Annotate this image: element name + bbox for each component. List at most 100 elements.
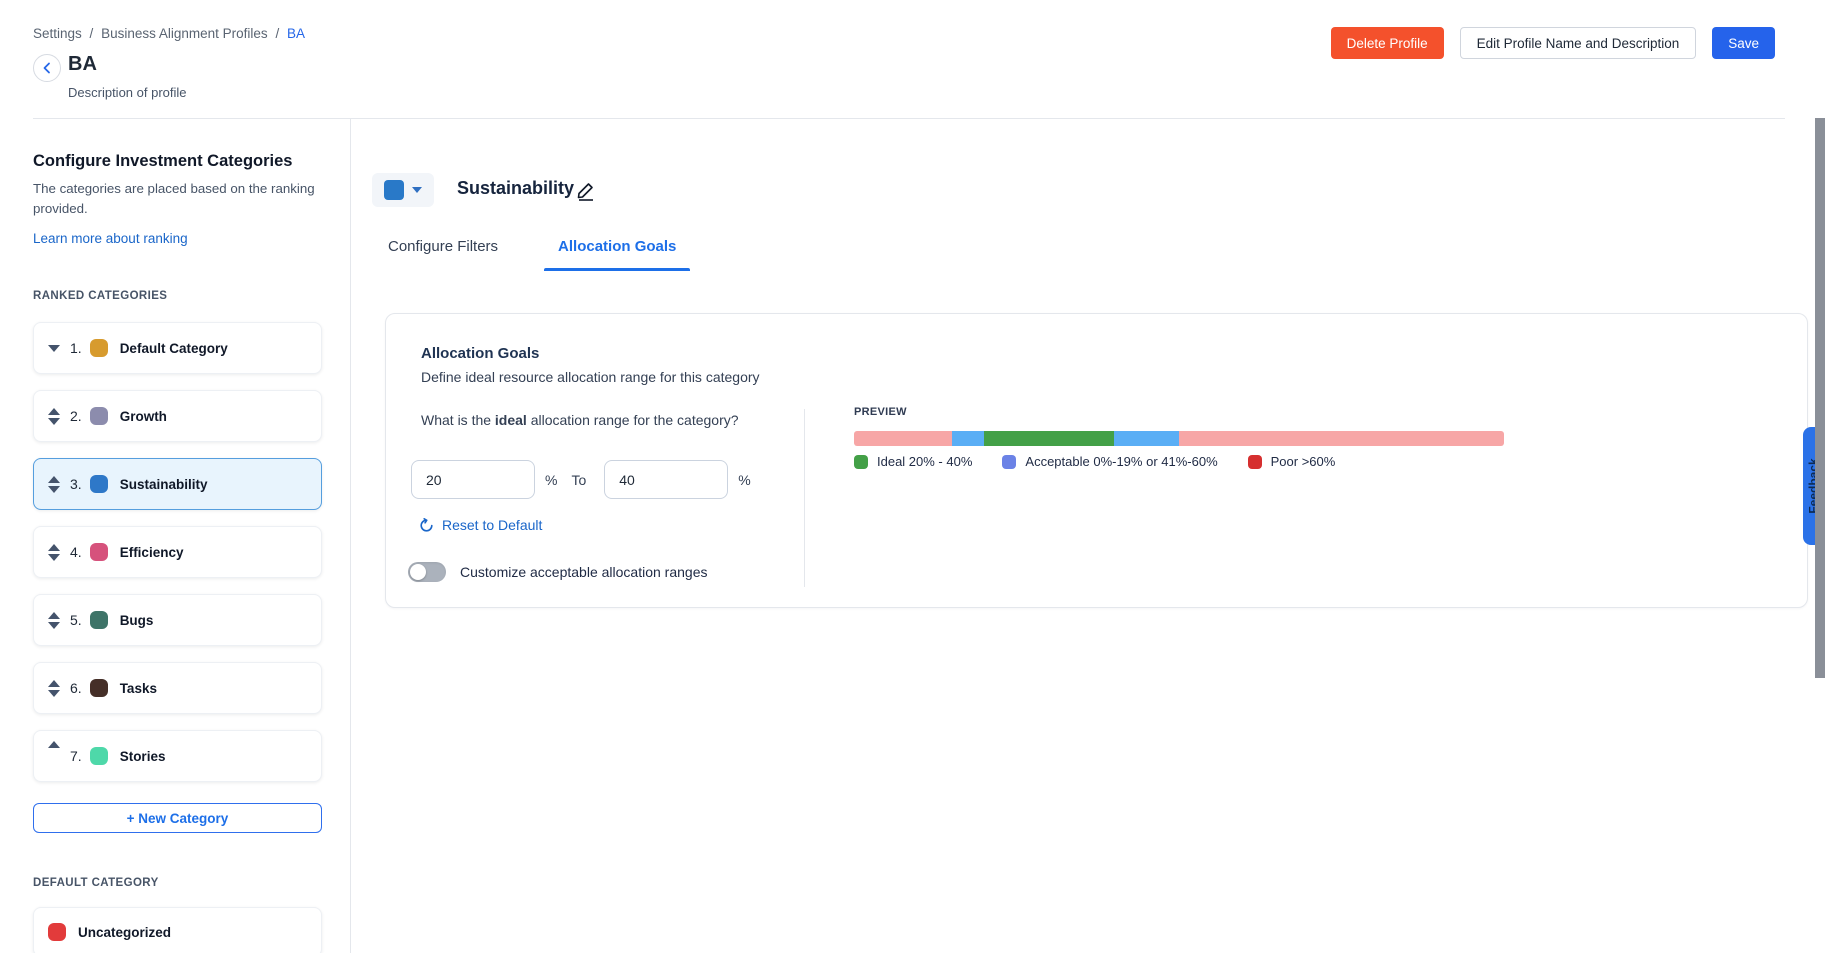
reset-label: Reset to Default bbox=[442, 517, 543, 533]
tab-configure-filters[interactable]: Configure Filters bbox=[388, 238, 499, 255]
preview-legend: Ideal 20% - 40% Acceptable 0%-19% or 41%… bbox=[854, 454, 1504, 469]
category-color-dot bbox=[89, 543, 108, 561]
category-label: Uncategorized bbox=[78, 924, 172, 940]
move-up-icon[interactable] bbox=[48, 611, 60, 619]
percent-label: % bbox=[545, 471, 558, 488]
category-label: Efficiency bbox=[119, 544, 184, 560]
bar-segment-acceptable-high bbox=[1114, 431, 1179, 446]
customize-toggle-row: Customize acceptable allocation ranges bbox=[408, 562, 707, 582]
category-label: Sustainability bbox=[119, 476, 208, 492]
sidebar-divider bbox=[350, 119, 351, 953]
category-color-dot bbox=[89, 679, 108, 697]
move-up-icon[interactable] bbox=[48, 407, 60, 415]
category-item-stories[interactable]: 7. Stories bbox=[33, 730, 322, 782]
card-title: Allocation Goals bbox=[421, 345, 540, 362]
reorder-arrows bbox=[46, 611, 62, 629]
save-button[interactable]: Save bbox=[1712, 27, 1775, 59]
move-down-icon[interactable] bbox=[48, 553, 60, 561]
new-category-button[interactable]: + New Category bbox=[33, 803, 322, 833]
question-prefix: What is the bbox=[421, 412, 495, 428]
reset-to-default-link[interactable]: Reset to Default bbox=[419, 517, 542, 533]
breadcrumb-settings[interactable]: Settings bbox=[33, 26, 82, 41]
move-down-icon[interactable] bbox=[48, 621, 60, 629]
category-item-bugs[interactable]: 5. Bugs bbox=[33, 594, 322, 646]
max-allocation-input[interactable] bbox=[604, 460, 729, 499]
category-tabs: Configure Filters Allocation Goals bbox=[374, 228, 691, 271]
breadcrumb-separator: / bbox=[89, 26, 94, 41]
tab-allocation-goals[interactable]: Allocation Goals bbox=[544, 228, 691, 271]
breadcrumb: Settings / Business Alignment Profiles /… bbox=[33, 26, 305, 41]
category-item-efficiency[interactable]: 4. Efficiency bbox=[33, 526, 322, 578]
sidebar-subtitle: The categories are placed based on the r… bbox=[33, 181, 315, 216]
category-label: Stories bbox=[119, 748, 166, 764]
to-label: To bbox=[571, 471, 587, 488]
move-up-icon[interactable] bbox=[48, 543, 60, 551]
customize-ranges-toggle[interactable] bbox=[408, 562, 446, 582]
legend-swatch-ideal bbox=[854, 454, 868, 469]
category-item-default-category[interactable]: 1. Default Category bbox=[33, 322, 322, 374]
color-swatch-icon bbox=[384, 180, 404, 200]
legend-item-acceptable: Acceptable 0%-19% or 41%-60% bbox=[1002, 454, 1218, 469]
move-down-icon[interactable] bbox=[48, 689, 60, 697]
delete-profile-button[interactable]: Delete Profile bbox=[1330, 27, 1444, 59]
allocation-preview: PREVIEW Ideal 20% - 40% Acceptable 0%-19… bbox=[854, 406, 1504, 469]
reorder-arrows bbox=[46, 679, 62, 697]
reorder-arrows bbox=[46, 344, 62, 352]
move-down-icon[interactable] bbox=[48, 485, 60, 493]
category-color-dot bbox=[89, 611, 108, 629]
move-up-icon[interactable] bbox=[48, 679, 60, 687]
category-item-sustainability[interactable]: 3. Sustainability bbox=[33, 458, 322, 510]
category-title: Sustainability bbox=[457, 178, 575, 198]
category-color-dot bbox=[89, 339, 108, 357]
move-up-icon[interactable] bbox=[48, 741, 60, 748]
legend-swatch-poor bbox=[1247, 454, 1262, 469]
question-suffix: allocation range for the category? bbox=[526, 412, 739, 428]
category-item-growth[interactable]: 2. Growth bbox=[33, 390, 322, 442]
category-rank: 2. bbox=[70, 408, 82, 424]
breadcrumb-current: BA bbox=[286, 26, 305, 41]
toggle-knob bbox=[410, 564, 426, 580]
allocation-goals-card: Allocation Goals Define ideal resource a… bbox=[385, 313, 1808, 608]
question-bold: ideal bbox=[494, 412, 527, 428]
page-description: Description of profile bbox=[68, 85, 187, 100]
breadcrumb-profiles[interactable]: Business Alignment Profiles bbox=[101, 26, 268, 41]
ranked-categories-label: RANKED CATEGORIES bbox=[33, 290, 168, 302]
sidebar-title: Configure Investment Categories bbox=[33, 152, 293, 170]
customize-toggle-label: Customize acceptable allocation ranges bbox=[460, 564, 708, 580]
card-subtitle: Define ideal resource allocation range f… bbox=[421, 369, 760, 385]
reorder-arrows bbox=[46, 543, 62, 561]
move-up-icon[interactable] bbox=[48, 475, 60, 483]
move-down-icon[interactable] bbox=[48, 417, 60, 425]
category-rank: 3. bbox=[70, 476, 82, 492]
min-allocation-input[interactable] bbox=[411, 460, 535, 499]
default-category-label: DEFAULT CATEGORY bbox=[33, 877, 159, 889]
category-color-dot bbox=[89, 475, 108, 493]
category-label: Growth bbox=[119, 408, 167, 424]
legend-label: Ideal 20% - 40% bbox=[877, 454, 973, 469]
category-color-dropdown[interactable] bbox=[372, 173, 434, 207]
preview-label: PREVIEW bbox=[854, 406, 907, 418]
category-item-tasks[interactable]: 6. Tasks bbox=[33, 662, 322, 714]
edit-category-name-icon[interactable] bbox=[575, 179, 597, 206]
scrollbar-thumb[interactable] bbox=[1815, 118, 1825, 678]
move-down-icon[interactable] bbox=[48, 344, 60, 352]
category-color-dot bbox=[48, 923, 66, 941]
learn-more-link[interactable]: Learn more about ranking bbox=[33, 231, 188, 246]
category-rank: 7. bbox=[70, 748, 82, 764]
category-label: Default Category bbox=[119, 340, 228, 356]
chevron-down-icon bbox=[412, 187, 422, 193]
category-rank: 4. bbox=[70, 544, 82, 560]
category-item-uncategorized[interactable]: Uncategorized bbox=[33, 907, 322, 953]
bar-segment-poor-high bbox=[1179, 431, 1504, 446]
legend-label: Poor >60% bbox=[1270, 454, 1336, 469]
breadcrumb-separator: / bbox=[275, 26, 280, 41]
legend-label: Acceptable 0%-19% or 41%-60% bbox=[1025, 454, 1218, 469]
ranked-category-list: 1. Default Category 2. Growth 3. bbox=[33, 322, 322, 782]
edit-profile-button[interactable]: Edit Profile Name and Description bbox=[1459, 27, 1697, 59]
category-label: Bugs bbox=[119, 612, 154, 628]
back-button[interactable] bbox=[33, 54, 61, 82]
category-color-dot bbox=[89, 407, 108, 425]
allocation-preview-bar bbox=[854, 431, 1504, 446]
header-actions: Delete Profile Edit Profile Name and Des… bbox=[1330, 27, 1775, 59]
